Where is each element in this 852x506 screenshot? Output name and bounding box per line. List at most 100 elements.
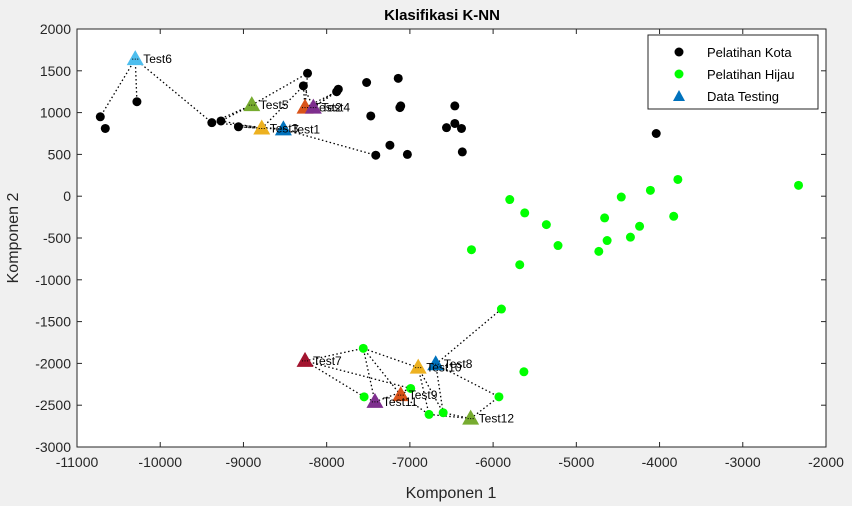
point-pelatihan-hijau [669, 211, 679, 221]
y-tick-label: 500 [48, 146, 72, 162]
point-pelatihan-kota [442, 123, 452, 133]
chart-title: Klasifikasi K-NN [384, 7, 500, 24]
x-tick-label: -11000 [56, 454, 99, 470]
point-pelatihan-kota [362, 78, 372, 88]
test-point-label: Test10 [426, 361, 462, 375]
point-pelatihan-kota [396, 101, 406, 111]
x-tick-label: -7000 [392, 454, 428, 470]
point-pelatihan-hijau [602, 236, 612, 246]
neighbor-link [417, 367, 444, 414]
point-pelatihan-kota [651, 129, 661, 138]
point-pelatihan-hijau [553, 241, 563, 251]
test-point-marker [462, 409, 480, 425]
point-pelatihan-hijau [494, 392, 504, 402]
x-tick-label: -3000 [725, 454, 761, 470]
test-point-marker [253, 119, 271, 135]
point-pelatihan-kota [303, 68, 313, 78]
point-pelatihan-kota [333, 84, 343, 94]
y-tick-label: -1500 [35, 314, 71, 330]
point-pelatihan-kota [450, 118, 460, 128]
point-pelatihan-kota [385, 140, 395, 150]
test-point-marker [304, 98, 322, 114]
x-tick-label: -4000 [642, 454, 678, 470]
neighbor-link [251, 72, 308, 106]
point-pelatihan-hijau [794, 180, 804, 190]
y-tick-label: 1500 [40, 63, 71, 79]
point-pelatihan-hijau [505, 195, 515, 205]
neighbor-link [435, 364, 444, 413]
test-point-marker [392, 386, 410, 402]
x-tick-label: -5000 [558, 454, 594, 470]
legend-marker-hijau [674, 69, 684, 79]
point-pelatihan-hijau [594, 246, 604, 256]
y-tick-label: -500 [43, 230, 71, 246]
point-pelatihan-kota [207, 118, 217, 128]
point-pelatihan-kota [402, 149, 412, 159]
test-point-marker [274, 120, 292, 136]
test-point-label: Test8 [444, 357, 473, 371]
point-pelatihan-kota [393, 73, 403, 83]
x-tick-label: -8000 [309, 454, 345, 470]
legend-marker-testing [673, 90, 685, 101]
y-tick-label: 0 [63, 188, 71, 204]
legend-entry-testing: Data Testing [707, 89, 779, 104]
point-pelatihan-hijau [635, 221, 645, 231]
point-pelatihan-hijau [515, 260, 525, 270]
x-tick-label: -6000 [475, 454, 511, 470]
point-pelatihan-hijau [645, 185, 655, 195]
legend-entry-kota: Pelatihan Kota [707, 45, 792, 60]
test-point-label: Test6 [143, 52, 172, 66]
point-pelatihan-hijau [359, 392, 369, 402]
point-pelatihan-kota [450, 101, 460, 111]
neighbor-link [220, 104, 253, 122]
point-pelatihan-hijau [541, 220, 551, 230]
neighbor-link [304, 73, 309, 108]
data-points [95, 68, 804, 419]
y-tick-label: -1000 [35, 272, 71, 288]
test-point-label: Test11 [383, 395, 418, 409]
test-point-label: Test5 [260, 98, 289, 112]
legend-entry-hijau: Pelatihan Hijau [707, 67, 794, 82]
neighbor-link [428, 413, 471, 420]
test-point-label: Test3 [270, 121, 299, 135]
test-point-label: Test4 [321, 101, 350, 115]
point-pelatihan-kota [233, 122, 243, 132]
neighbor-link [312, 88, 339, 109]
test-point-marker [409, 358, 427, 374]
neighbor-link [417, 367, 430, 415]
point-pelatihan-hijau [520, 208, 530, 218]
test-point-marker [126, 50, 144, 66]
point-pelatihan-hijau [438, 408, 448, 418]
point-pelatihan-hijau [466, 245, 476, 255]
neighbor-link [134, 59, 138, 102]
legend: Pelatihan Kota Pelatihan Hijau Data Test… [647, 34, 819, 110]
point-pelatihan-kota [100, 123, 110, 133]
point-pelatihan-kota [371, 150, 381, 160]
point-pelatihan-hijau [358, 343, 368, 353]
y-axis-label: Komponen 2 [5, 193, 22, 284]
test-point-marker [296, 351, 314, 367]
point-pelatihan-hijau [424, 409, 434, 419]
test-point-label: Test1 [291, 122, 320, 136]
neighbor-link [363, 347, 419, 369]
x-tick-label: -9000 [226, 454, 262, 470]
test-point-label: Test9 [409, 388, 438, 402]
x-tick-label: -10000 [138, 454, 182, 470]
point-pelatihan-kota [95, 112, 105, 122]
y-tick-label: -2000 [35, 355, 71, 371]
test-point-label: Test12 [479, 412, 515, 426]
neighbor-link [134, 58, 213, 124]
test-point-marker [427, 355, 445, 371]
point-pelatihan-kota [366, 111, 376, 121]
point-pelatihan-kota [298, 81, 308, 91]
y-tick-label: 2000 [40, 21, 71, 37]
y-axis: -3000 -2500 -2000 -1500 -1000 -500 0 500 1000 150… [35, 21, 826, 455]
y-tick-label: 1000 [40, 105, 71, 121]
point-pelatihan-kota [216, 116, 226, 126]
legend-marker-kota [674, 47, 684, 57]
neighbor-link [443, 412, 471, 420]
test-point-marker [366, 392, 384, 408]
neighbor-link [99, 58, 136, 118]
